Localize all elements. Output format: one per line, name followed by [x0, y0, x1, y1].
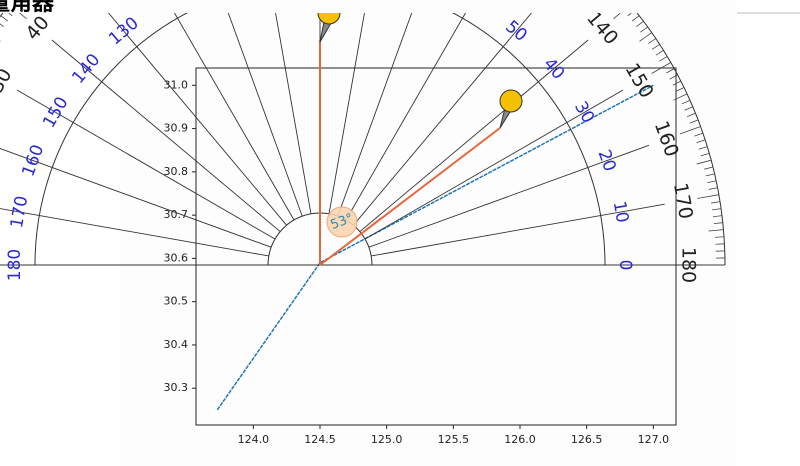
x-tick-label: 124.0: [238, 433, 270, 446]
degree-tick: [708, 229, 724, 232]
degree-tick: [697, 194, 719, 199]
degree-tick: [704, 166, 714, 170]
ray: [275, 13, 312, 214]
degree-tick: [651, 44, 660, 50]
y-tick-label: 30.4: [164, 338, 189, 351]
ray: [337, 13, 413, 217]
degree-tick: [708, 187, 718, 190]
x-tick-label: 126.0: [504, 433, 536, 446]
knob[interactable]: [317, 2, 341, 25]
degree-tick: [711, 201, 721, 204]
ray: [371, 203, 665, 257]
degree-tick: [698, 146, 708, 150]
degree-tick: [648, 38, 656, 44]
ray: [227, 13, 303, 217]
degree-tick: [712, 215, 723, 218]
degree-tick: [659, 56, 668, 62]
degree-tick: [666, 68, 675, 74]
outer-label: 180: [678, 247, 700, 283]
inner-arc: [34, 13, 606, 266]
degree-tick: [696, 159, 712, 165]
degree-tick: [712, 208, 722, 211]
degree-tick: [0, 23, 4, 28]
inner-label: 180: [5, 249, 25, 281]
inner-label: 150: [39, 93, 73, 131]
degree-tick: [631, 15, 640, 22]
ray: [0, 148, 272, 248]
x-tick-label: 127.0: [638, 433, 670, 446]
angle-badge: [326, 206, 358, 238]
y-tick-label: 30.3: [164, 381, 189, 394]
degree-tick: [627, 13, 632, 17]
ray: [359, 39, 589, 232]
arm-angle: [319, 127, 501, 266]
ray: [16, 89, 276, 240]
degree-tick: [19, 13, 27, 20]
data-line: [216, 84, 654, 411]
degree-tick: [669, 74, 678, 80]
inner-label: 160: [18, 142, 48, 179]
y-tick-label: 30.9: [164, 122, 189, 135]
degree-tick: [636, 20, 644, 28]
inner-label: 170: [7, 194, 32, 229]
degree-tick: [713, 222, 723, 225]
y-tick-label: 31.0: [164, 78, 189, 91]
plot: 124.0 124.5 125.0 125.5 126.0 126.5 127.0 30.3 3…: [164, 67, 677, 446]
outer-label: 40: [22, 12, 54, 45]
inner-label: 140: [68, 50, 104, 88]
ray: [0, 208, 269, 257]
inner-label: 10: [609, 200, 632, 225]
degree-tick: [684, 106, 693, 111]
angle-label: 53°: [329, 211, 356, 233]
degree-tick: [0, 15, 9, 22]
inner-label: 0: [615, 260, 635, 271]
degree-tick: [639, 32, 652, 42]
degree-tick: [651, 62, 671, 74]
degree-tick: [696, 139, 706, 144]
degree-tick: [679, 126, 701, 135]
degree-tick: [689, 119, 699, 124]
ray: [368, 144, 650, 248]
outer-arc: [0, 13, 726, 266]
x-tick-label: 126.5: [571, 433, 603, 446]
degree-tick: [700, 152, 710, 157]
degree-tick: [640, 26, 648, 33]
degree-tick: [694, 132, 704, 137]
app-title: 量角器: [0, 0, 55, 16]
ray: [328, 13, 365, 214]
y-tick-label: 30.6: [164, 251, 189, 264]
ray: [173, 13, 295, 221]
canvas-bg: [120, 0, 735, 466]
ray: [51, 39, 281, 232]
outer-label: 30: [0, 65, 16, 97]
degree-tick: [707, 180, 717, 184]
degree-tick: [675, 87, 685, 92]
degree-tick: [655, 50, 664, 56]
degree-tick: [681, 99, 691, 105]
degree-tick: [613, 13, 621, 20]
degree-tick: [673, 93, 688, 101]
x-tick-label: 125.5: [438, 433, 470, 446]
ray: [345, 13, 467, 221]
ray: [353, 13, 533, 226]
ray: [107, 13, 287, 226]
degree-tick: [0, 40, 1, 42]
degree-tick: [8, 13, 13, 17]
degree-tick: [705, 173, 715, 177]
y-tick-label: 30.5: [164, 295, 189, 308]
ray: [364, 89, 624, 240]
degree-tick: [687, 112, 696, 118]
axes-frame: [195, 67, 677, 426]
knob[interactable]: [499, 89, 523, 113]
x-tick-label: 124.5: [304, 433, 336, 446]
y-tick-label: 30.7: [164, 208, 189, 221]
x-tick-label: 125.0: [371, 433, 403, 446]
y-tick-label: 30.8: [164, 165, 189, 178]
degree-tick: [715, 236, 725, 238]
degree-tick: [672, 80, 682, 86]
